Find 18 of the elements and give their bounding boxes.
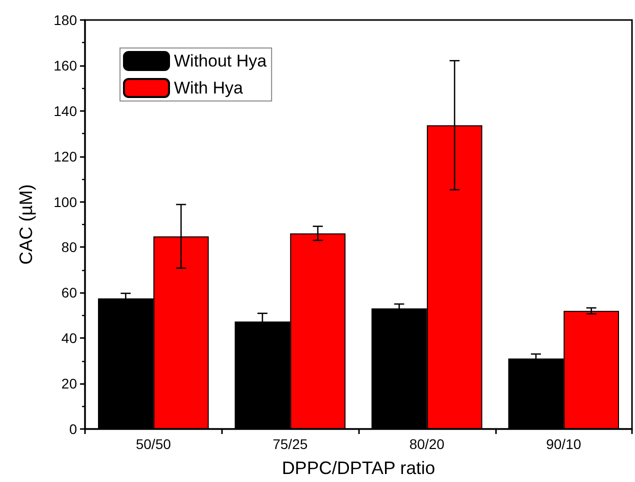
y-tick-label: 0	[69, 421, 78, 437]
y-tick-label: 100	[54, 194, 78, 210]
y-tick-label: 140	[54, 102, 78, 119]
x-axis-title: DPPC/DPTAP ratio	[282, 458, 436, 478]
y-tick-label: 60	[61, 284, 78, 301]
legend-label: Without Hya	[174, 52, 268, 70]
y-tick-label: 180	[54, 12, 78, 28]
y-tick-label: 80	[61, 239, 78, 256]
y-tick-label: 120	[54, 148, 78, 164]
x-tick-label: 80/20	[409, 436, 445, 452]
y-tick-label: 40	[61, 330, 78, 346]
x-tick-label: 50/50	[136, 436, 172, 452]
y-axis-title: CAC (µM)	[16, 184, 36, 265]
y-tick-label: 20	[61, 376, 78, 392]
y-tick-label: 160	[54, 57, 78, 74]
x-tick-label: 75/25	[272, 436, 308, 452]
legend-label: With Hya	[174, 78, 244, 98]
x-tick-label: 90/10	[546, 436, 582, 452]
